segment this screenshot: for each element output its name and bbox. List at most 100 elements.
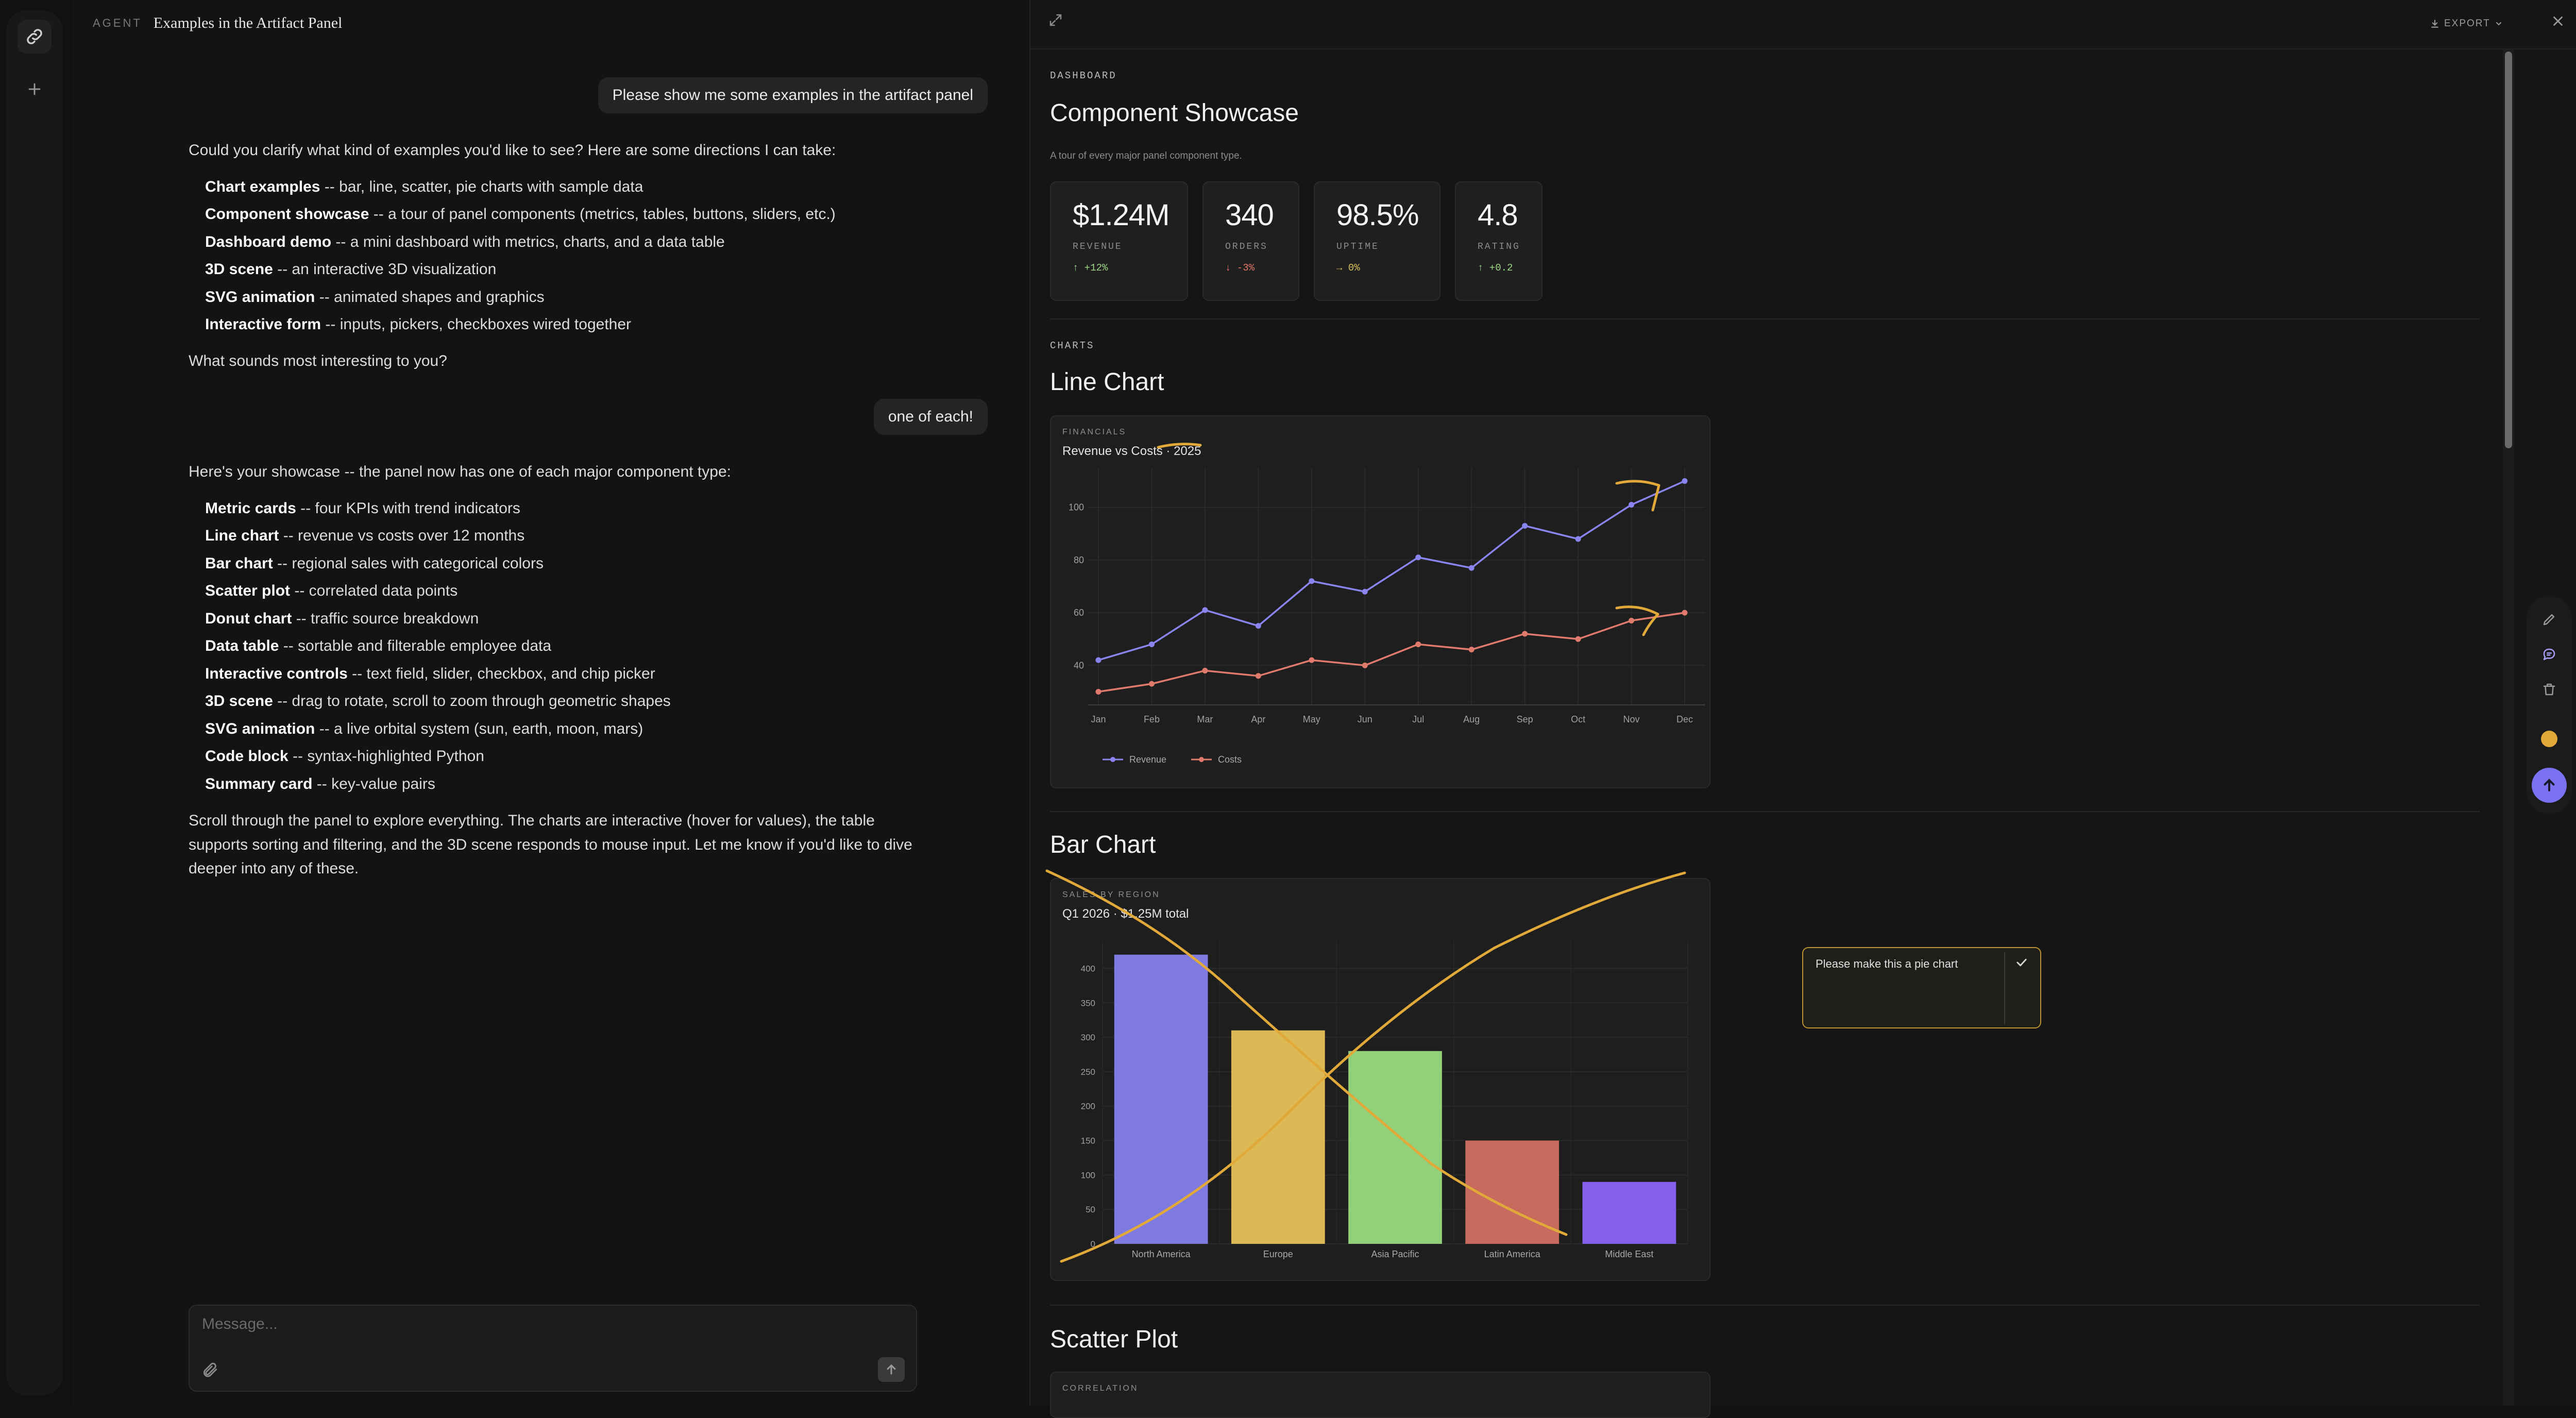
list-item-title: Data table [205,637,279,654]
x-tick-label: Feb [1144,714,1160,724]
section-divider [1050,318,2480,319]
x-tick-label: Jan [1091,714,1106,724]
list-item: Interactive form -- inputs, pickers, che… [205,311,982,339]
pencil-icon[interactable] [2538,608,2561,631]
comment-separator [2004,952,2005,1024]
panel-subtitle: A tour of every major panel component ty… [1050,150,1242,161]
assistant-message: Here's your showcase -- the panel now ha… [189,461,982,881]
list-item-description: -- a mini dashboard with metrics, charts… [331,233,725,250]
metric-label: UPTIME [1336,242,1379,252]
list-item-title: Interactive controls [205,665,348,682]
list-item-title: 3D scene [205,261,273,278]
scatter-chart-card: CORRELATION [1050,1372,1710,1418]
list-item: Dashboard demo -- a mini dashboard with … [205,228,982,256]
y-tick-label: 50 [1086,1205,1095,1214]
metric-value: 98.5% [1336,198,1419,232]
x-tick-label: Oct [1571,714,1585,724]
list-item: Chart examples -- bar, line, scatter, pi… [205,173,982,201]
check-icon[interactable] [2014,955,2030,971]
list-item-title: Component showcase [205,206,369,223]
message-input[interactable] [201,1315,873,1333]
send-button[interactable] [878,1357,905,1382]
comment-box[interactable]: Please make this a pie chart [1802,947,2041,1028]
data-point [1095,657,1101,663]
data-point [1255,623,1261,629]
metric-card-revenue: $1.24M REVENUE ↑ +12% [1050,181,1188,301]
list-item-title: Dashboard demo [205,233,332,250]
scrollbar-thumb[interactable] [2505,52,2512,448]
x-tick-label: Dec [1676,714,1693,724]
chat-title: Examples in the Artifact Panel [153,14,343,31]
new-chat-plus-icon[interactable] [18,72,52,106]
x-tick-label: Europe [1263,1249,1293,1259]
legend-label: Costs [1218,754,1242,765]
x-tick-label: Latin America [1484,1249,1541,1259]
assistant-message: Could you clarify what kind of examples … [189,139,982,372]
color-swatch[interactable] [2538,728,2561,750]
submit-annotations-button[interactable] [2532,768,2567,803]
list-item-title: Summary card [205,775,313,792]
x-tick-label: Aug [1463,714,1480,724]
chart-kicker: CORRELATION [1062,1384,1139,1393]
y-tick-label: 0 [1091,1239,1095,1249]
list-item: Interactive controls -- text field, slid… [205,660,982,688]
scatter-plot-heading: Scatter Plot [1050,1326,1178,1353]
metric-delta: ↓ -3% [1225,262,1255,274]
data-point [1415,554,1421,561]
legend-label: Revenue [1129,754,1166,765]
metric-label: REVENUE [1073,242,1123,252]
y-tick-label: 300 [1081,1033,1095,1042]
list-item: Data table -- sortable and filterable em… [205,632,982,660]
trash-icon[interactable] [2538,678,2561,701]
metric-value: 340 [1225,198,1274,232]
list-item-title: Metric cards [205,499,296,517]
list-item: Scatter plot -- correlated data points [205,577,982,605]
user-message: one of each! [873,399,988,435]
list-item-description: -- traffic source breakdown [292,610,479,627]
link-logo-icon[interactable] [18,20,52,54]
list-item-description: -- bar, line, scatter, pie charts with s… [320,178,643,195]
list-item-description: -- syntax-highlighted Python [288,748,484,765]
comment-icon[interactable] [2538,643,2561,666]
bar-north-america [1114,954,1208,1244]
assistant-intro: Could you clarify what kind of examples … [189,142,836,159]
annotation-toolbar [2527,596,2572,814]
x-tick-label: Asia Pacific [1371,1249,1419,1259]
list-item-title: Line chart [205,527,279,544]
data-point [1148,641,1155,647]
data-point [1362,588,1368,595]
arrow-up-icon [2544,779,2555,791]
chevron-down-icon [2496,22,2501,26]
data-point [1682,610,1688,616]
export-button[interactable]: EXPORT [2430,14,2503,33]
y-tick-label: 80 [1074,555,1084,565]
list-item-description: -- revenue vs costs over 12 months [279,527,525,544]
y-tick-label: 200 [1081,1102,1095,1111]
data-point [1629,617,1635,623]
list-item: SVG animation -- animated shapes and gra… [205,283,982,311]
paperclip-icon[interactable] [201,1361,219,1380]
x-tick-label: Apr [1251,714,1265,724]
left-rail [6,10,63,1395]
expand-icon[interactable] [1048,12,1071,35]
list-item: Code block -- syntax-highlighted Python [205,742,982,770]
close-icon[interactable] [2550,13,2571,34]
chat-column: AGENT Examples in the Artifact Panel Ple… [72,0,1029,1406]
chat-header: AGENT Examples in the Artifact Panel [93,10,342,36]
list-item-title: SVG animation [205,288,315,306]
bar-chart[interactable]: 0 50 100 150 200 250 300 350 400 North America Eur… [1051,879,1709,1280]
y-tick-label: 350 [1081,998,1095,1008]
line-chart-card: FINANCIALS Revenue vs Costs · 2025 Jan Fe… [1050,415,1710,788]
list-item: SVG animation -- a live orbital system (… [205,715,982,743]
list-item: 3D scene -- an interactive 3D visualizat… [205,256,982,283]
list-item: Summary card -- key-value pairs [205,770,982,798]
data-point [1629,502,1635,508]
list-item-title: Interactive form [205,316,321,333]
metric-label: ORDERS [1225,242,1268,252]
section-divider [1050,1305,2480,1306]
line-chart[interactable]: Jan Feb Mar Apr May Jun Jul Aug Sep Oct Nov Dec 40 60… [1051,416,1709,787]
line-chart-heading: Line Chart [1050,368,1164,396]
metric-label: RATING [1478,242,1520,252]
list-item: Line chart -- revenue vs costs over 12 m… [205,522,982,550]
list-item-description: -- regional sales with categorical color… [273,554,544,572]
